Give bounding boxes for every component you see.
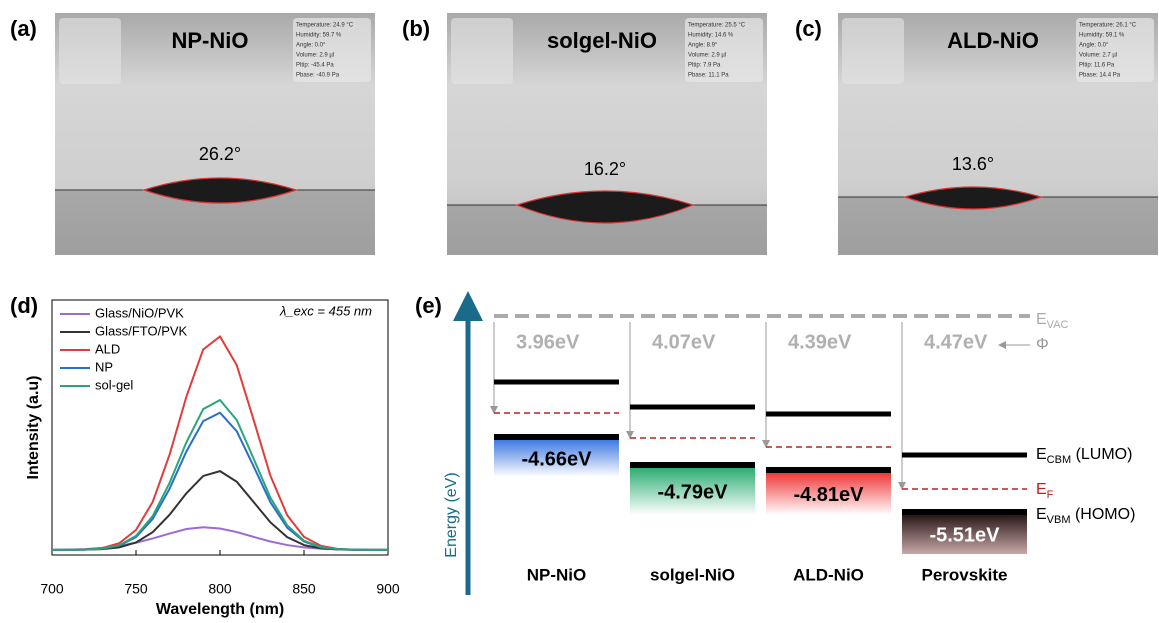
x-tick-label: 750 (124, 581, 148, 597)
y-axis-label: Intensity (a.u) (25, 375, 42, 479)
info-box (1076, 18, 1154, 82)
vbm-band (630, 465, 755, 515)
level-label-part: E (1036, 446, 1047, 463)
legend-label: Glass/FTO/PVK (95, 323, 188, 338)
level-label: EVBM (HOMO) (1036, 506, 1135, 526)
x-tick-label: 700 (40, 581, 64, 597)
info-left (842, 18, 904, 84)
x-tick-label: 900 (376, 581, 400, 597)
level-label: EF (1036, 481, 1054, 501)
level-label-part: (HOMO) (1071, 506, 1136, 523)
work-function: 4.47eV (924, 331, 988, 353)
info-box (685, 18, 763, 82)
x-axis-label: Wavelength (nm) (156, 601, 284, 618)
info-text: Volume: 2.9 µl (296, 53, 334, 59)
info-left (451, 18, 513, 84)
panel-label: (a) (10, 16, 37, 41)
panel-label: (c) (795, 16, 822, 41)
info-text: Humidity: 14.6 % (688, 33, 734, 39)
legend-label: ALD (95, 341, 120, 356)
level-label-part: VAC (1047, 319, 1069, 331)
vbm-value: -4.79eV (657, 481, 728, 503)
info-text: Angle: 0.0° (1079, 43, 1109, 49)
x-tick-label: 800 (208, 581, 232, 597)
info-box (293, 18, 371, 82)
vbm-band (494, 437, 619, 477)
panel-title: solgel-NiO (547, 28, 657, 53)
vbm-band (766, 470, 891, 515)
panel-label: (d) (10, 293, 38, 318)
droplet (903, 186, 1043, 210)
x-tick-label: 850 (292, 581, 316, 597)
info-text: Volume: 2.9 µl (688, 53, 726, 59)
contact-angle: 13.6° (952, 154, 994, 174)
level-label-part: E (1036, 311, 1047, 328)
level-label-part: E (1036, 481, 1047, 498)
info-text: Pbase: -40.9 Pa (296, 73, 340, 79)
droplet (142, 177, 298, 204)
series-line (51, 526, 388, 551)
contact-angle: 16.2° (584, 159, 626, 179)
level-label-part: (LUMO) (1071, 446, 1132, 463)
info-text: Temperature: 24.9 °C (296, 23, 354, 29)
annotation: λ_exc = 455 nm (279, 303, 372, 318)
info-text: Pbase: 11.1 Pa (688, 73, 729, 79)
info-text: Pltip: -45.4 Pa (296, 63, 334, 69)
info-text: Pbase: 14.4 Pa (1079, 73, 1121, 79)
series-line (52, 470, 388, 551)
phi-label: Φ (1036, 336, 1049, 353)
legend-label: sol-gel (95, 377, 133, 392)
energy-axis-label: Energy (eV) (443, 472, 460, 557)
info-text: Temperature: 26.1 °C (1079, 23, 1137, 29)
panel-label: (e) (415, 293, 442, 318)
vbm-value: -4.81eV (793, 484, 864, 506)
panel-label: (b) (402, 16, 430, 41)
legend-label: Glass/NiO/PVK (95, 305, 184, 320)
vbm-value: -5.51eV (929, 524, 1000, 546)
droplet (515, 190, 695, 224)
column-name: Perovskite (922, 565, 1008, 584)
level-label: EVAC (1036, 311, 1069, 331)
info-text: Angle: 0.0° (296, 43, 326, 49)
column-name: ALD-NiO (793, 565, 864, 584)
info-text: Temperature: 25.5 °C (688, 23, 746, 29)
info-text: Pltip: 7.9 Pa (688, 63, 721, 69)
info-text: Volume: 2.7 µl (1079, 53, 1117, 59)
vbm-band (902, 512, 1027, 554)
work-function: 4.07eV (652, 331, 716, 353)
panel-title: ALD-NiO (947, 28, 1039, 53)
series-line (52, 398, 388, 551)
column-name: solgel-NiO (650, 565, 735, 584)
info-text: Humidity: 59.7 % (296, 33, 342, 39)
info-text: Humidity: 59.1 % (1079, 33, 1125, 39)
info-text: Pltip: 11.6 Pa (1079, 63, 1115, 69)
work-function: 4.39eV (788, 331, 852, 353)
level-label-part: F (1047, 489, 1054, 501)
panel-title: NP-NiO (172, 28, 249, 53)
column-name: NP-NiO (527, 565, 587, 584)
legend-label: NP (95, 359, 113, 374)
work-function: 3.96eV (516, 331, 580, 353)
level-label: ECBM (LUMO) (1036, 446, 1132, 466)
level-label-part: CBM (1047, 454, 1071, 466)
contact-angle: 26.2° (199, 144, 241, 164)
info-left (59, 18, 121, 84)
level-label-part: E (1036, 506, 1047, 523)
level-label-part: VBM (1047, 514, 1071, 526)
info-text: Angle: 8.9° (688, 43, 718, 49)
vbm-value: -4.66eV (521, 448, 592, 470)
